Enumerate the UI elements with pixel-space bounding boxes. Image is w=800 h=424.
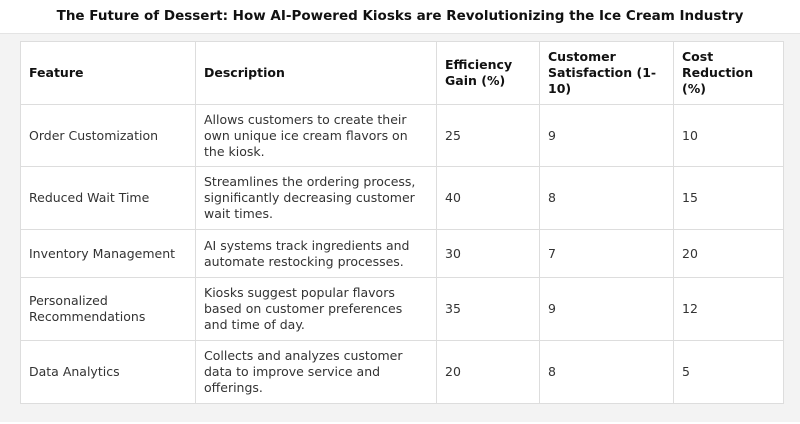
cell-efficiency-gain: 20 xyxy=(436,340,540,404)
cell-description: Allows customers to create their own uni… xyxy=(195,104,437,167)
cell-description: Collects and analyzes customer data to i… xyxy=(195,340,437,404)
cell-efficiency-gain: 40 xyxy=(436,166,540,230)
header-cost-reduction: Cost Reduction (%) xyxy=(673,41,784,105)
cell-cost-reduction: 15 xyxy=(673,166,784,230)
table-row: Personalized Recommendations Kiosks sugg… xyxy=(20,277,784,341)
header-description: Description xyxy=(195,41,437,105)
page-title: The Future of Dessert: How AI-Powered Ki… xyxy=(56,8,744,24)
cell-description: Kiosks suggest popular flavors based on … xyxy=(195,277,437,341)
header-efficiency-gain: Efficiency Gain (%) xyxy=(436,41,540,105)
cell-cost-reduction: 5 xyxy=(673,340,784,404)
cell-efficiency-gain: 30 xyxy=(436,229,540,278)
table-row: Data Analytics Collects and analyzes cus… xyxy=(20,340,784,404)
cell-customer-satisfaction: 9 xyxy=(539,277,674,341)
cell-feature: Inventory Management xyxy=(20,229,196,278)
cell-customer-satisfaction: 9 xyxy=(539,104,674,167)
header-customer-satisfaction: Customer Satisfaction (1-10) xyxy=(539,41,674,105)
header-feature: Feature xyxy=(20,41,196,105)
cell-feature: Data Analytics xyxy=(20,340,196,404)
table-header-row: Feature Description Efficiency Gain (%) … xyxy=(20,41,784,105)
table-row: Reduced Wait Time Streamlines the orderi… xyxy=(20,166,784,230)
table-row: Inventory Management AI systems track in… xyxy=(20,229,784,278)
cell-feature: Order Customization xyxy=(20,104,196,167)
cell-customer-satisfaction: 8 xyxy=(539,340,674,404)
cell-customer-satisfaction: 8 xyxy=(539,166,674,230)
cell-feature: Reduced Wait Time xyxy=(20,166,196,230)
cell-efficiency-gain: 25 xyxy=(436,104,540,167)
table-row: Order Customization Allows customers to … xyxy=(20,104,784,167)
cell-description: AI systems track ingredients and automat… xyxy=(195,229,437,278)
cell-feature: Personalized Recommendations xyxy=(20,277,196,341)
cell-customer-satisfaction: 7 xyxy=(539,229,674,278)
features-table: Feature Description Efficiency Gain (%) … xyxy=(20,41,784,404)
cell-description: Streamlines the ordering process, signif… xyxy=(195,166,437,230)
cell-cost-reduction: 10 xyxy=(673,104,784,167)
cell-cost-reduction: 20 xyxy=(673,229,784,278)
cell-efficiency-gain: 35 xyxy=(436,277,540,341)
cell-cost-reduction: 12 xyxy=(673,277,784,341)
